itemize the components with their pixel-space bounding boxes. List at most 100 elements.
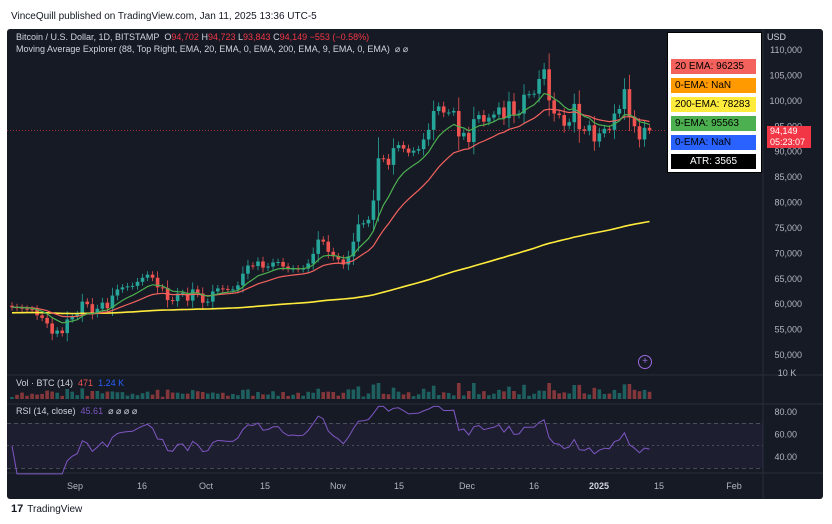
volume-bar xyxy=(296,392,300,399)
volume-bar xyxy=(597,389,602,399)
candle-body xyxy=(572,103,577,123)
volume-bar xyxy=(371,384,376,399)
time-tick-label: Nov xyxy=(330,481,347,491)
volume-bar xyxy=(190,390,195,399)
volume-bar xyxy=(351,389,356,399)
candle-body xyxy=(10,305,14,308)
candle-body xyxy=(256,261,260,267)
candle-body xyxy=(100,302,105,309)
volume-bar xyxy=(502,391,506,399)
price-tick-label: 85,000 xyxy=(774,172,802,182)
volume-bar xyxy=(291,394,295,399)
candle-body xyxy=(431,111,436,130)
volume-bar xyxy=(135,395,140,399)
candle-body xyxy=(637,126,642,140)
volume-bar xyxy=(622,384,627,399)
candle-body xyxy=(376,158,381,201)
candle-body xyxy=(195,289,200,294)
volume-value: 471 xyxy=(78,378,94,388)
rsi-line xyxy=(11,405,650,475)
low-label: L xyxy=(238,32,244,42)
volume-bar xyxy=(80,388,85,399)
volume-bar xyxy=(421,388,426,399)
volume-bar xyxy=(246,389,250,399)
volume-bar xyxy=(45,390,49,399)
atr-row: ATR: 3565 xyxy=(671,154,756,169)
close-label: C xyxy=(273,32,280,42)
candle-body xyxy=(231,289,235,291)
volume-bar xyxy=(517,394,521,399)
volume-bar xyxy=(381,393,386,399)
volume-bar xyxy=(386,394,391,399)
candle-body xyxy=(612,113,617,130)
candle-body xyxy=(155,277,160,288)
candle-body xyxy=(306,263,310,269)
candle-body xyxy=(462,132,466,137)
volume-bar xyxy=(567,393,572,399)
price-tick-label: 90,000 xyxy=(774,147,802,157)
candle-body xyxy=(271,262,275,267)
volume-bar xyxy=(572,385,577,399)
low-value: 93,843 xyxy=(243,32,271,42)
candle-body xyxy=(20,307,24,309)
candle-body xyxy=(502,107,506,119)
volume-bar xyxy=(10,397,14,399)
volume-bar xyxy=(205,393,210,399)
time-tick-label: 16 xyxy=(137,481,147,491)
candle-body xyxy=(416,149,421,151)
volume-bar xyxy=(607,393,612,399)
volume-tick-label: 10 K xyxy=(778,368,797,378)
candle-body xyxy=(396,145,401,149)
volume-bar xyxy=(281,392,285,399)
volume-bar xyxy=(160,396,165,399)
candle-body xyxy=(597,133,602,142)
volume-bar xyxy=(20,392,24,399)
candle-body xyxy=(552,100,556,114)
candle-body xyxy=(160,287,165,289)
volume-bar xyxy=(331,392,336,399)
add-plus-icon[interactable]: + xyxy=(638,355,652,369)
volume-bar xyxy=(241,389,245,399)
chart-area[interactable]: 110,000105,000100,00095,00090,00085,0008… xyxy=(7,29,823,499)
time-tick-label: Sep xyxy=(67,481,83,491)
candle-body xyxy=(371,200,376,220)
candle-body xyxy=(286,266,290,270)
volume-bar xyxy=(537,390,541,399)
volume-bar xyxy=(105,391,110,399)
candle-body xyxy=(75,314,80,317)
indicator-visibility-icon[interactable]: ⌀ ⌀ xyxy=(394,44,409,54)
rsi-visibility-icons[interactable]: ⌀ ⌀ ⌀ ⌀ xyxy=(108,406,138,416)
volume-bar xyxy=(110,391,115,399)
candle-body xyxy=(542,69,546,79)
volume-bar xyxy=(155,389,160,399)
volume-bar xyxy=(627,384,632,399)
candle-body xyxy=(497,107,501,115)
volume-bar xyxy=(396,391,401,399)
volume-bar xyxy=(647,391,652,399)
volume-bar xyxy=(216,393,220,399)
volume-bar xyxy=(256,392,260,399)
footer: 17 TradingView xyxy=(11,503,82,515)
footer-brand[interactable]: TradingView xyxy=(27,503,83,515)
candle-body xyxy=(366,219,371,224)
volume-bar xyxy=(562,392,566,399)
candle-body xyxy=(522,94,526,114)
high-label: H xyxy=(201,32,208,42)
price-tick-label: 65,000 xyxy=(774,274,802,284)
candle-body xyxy=(266,266,270,268)
volume-bar xyxy=(366,393,371,399)
currency-label[interactable]: USD xyxy=(767,32,787,42)
volume-bar xyxy=(612,389,617,399)
price-tick-label: 70,000 xyxy=(774,248,802,258)
volume-bar xyxy=(306,391,310,399)
candle-body xyxy=(105,302,110,309)
volume-bar xyxy=(492,393,496,399)
volume-bar xyxy=(617,393,622,399)
candle-body xyxy=(321,239,326,242)
volume-bar xyxy=(401,394,406,399)
volume-bar xyxy=(150,394,155,399)
volume-bar xyxy=(416,394,421,399)
candle-body xyxy=(25,308,29,310)
volume-bar xyxy=(522,384,526,399)
